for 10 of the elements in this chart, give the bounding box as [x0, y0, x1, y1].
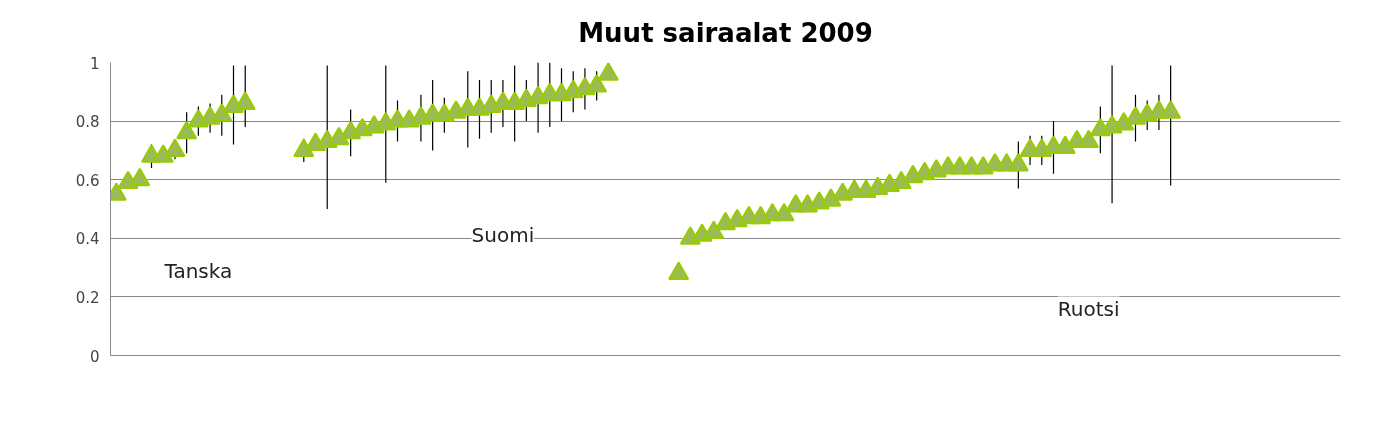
annotation: Ruotsi	[1057, 296, 1120, 321]
annotation: Suomi	[471, 223, 535, 248]
y-tick-label: 0.8	[75, 113, 100, 132]
y-tick-label: 1	[89, 54, 100, 73]
annotation: Tanska	[163, 258, 233, 283]
y-tick-label: 0.6	[75, 171, 100, 190]
chart-title: Muut sairaalat 2009	[578, 17, 873, 48]
y-tick-label: 0	[89, 347, 100, 366]
y-tick-label: 0.4	[75, 230, 100, 249]
y-tick-label: 0.2	[75, 288, 100, 307]
